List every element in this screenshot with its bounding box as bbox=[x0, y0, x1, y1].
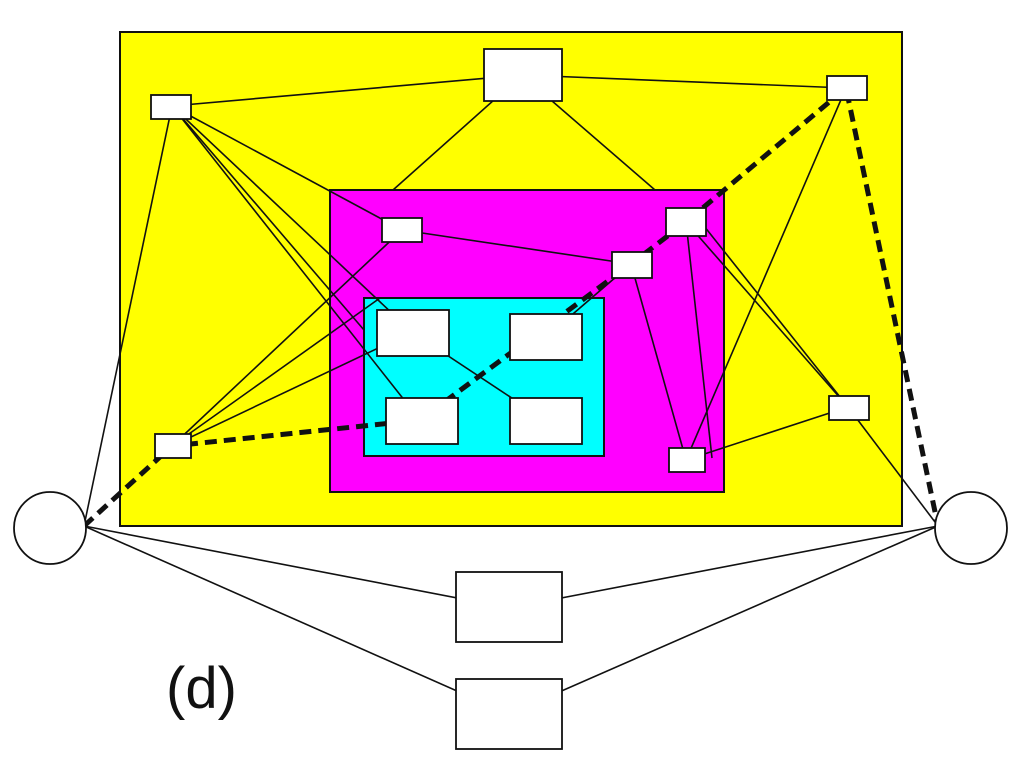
nodes bbox=[13, 48, 1008, 750]
edge-top-center-top-right bbox=[521, 74, 847, 89]
edge-magenta-d-right-mid bbox=[685, 406, 849, 461]
edge-magenta-c-right-mid-2 bbox=[703, 225, 849, 408]
node-right-circle bbox=[934, 491, 1008, 565]
figure-label: (d) bbox=[166, 656, 237, 721]
edge-magenta-b-magenta-d bbox=[630, 263, 687, 461]
edge-top-left-top-center bbox=[171, 74, 523, 107]
node-right-mid bbox=[828, 395, 870, 421]
edge-magenta-c-magenta-d bbox=[685, 221, 713, 459]
edge-left-mid-magenta-a bbox=[171, 229, 403, 447]
edge-left-mid-cyan-tl-2 bbox=[171, 297, 381, 447]
node-magenta-b bbox=[611, 251, 653, 279]
node-magenta-a bbox=[381, 217, 423, 243]
node-bottom-1 bbox=[455, 571, 563, 643]
edge-top-left-left-circle bbox=[83, 105, 173, 527]
node-top-center bbox=[483, 48, 563, 102]
node-left-circle bbox=[13, 491, 87, 565]
edge-right-mid-right-circle bbox=[847, 406, 939, 527]
node-cyan-tl bbox=[376, 309, 450, 357]
node-cyan-tr bbox=[509, 313, 583, 361]
edge-top-left-cyan-bl bbox=[171, 105, 421, 421]
edge-magenta-d-top-right bbox=[685, 87, 847, 461]
node-top-left bbox=[150, 94, 192, 120]
node-left-mid bbox=[154, 433, 192, 459]
edge-right-circle-bottom-1 bbox=[508, 525, 939, 609]
edge-left-mid-cyan-tl bbox=[171, 331, 413, 447]
node-magenta-d bbox=[668, 447, 706, 473]
edge-magenta-a-magenta-b bbox=[401, 229, 632, 265]
node-cyan-br bbox=[509, 397, 583, 445]
edge-top-left-magenta-a bbox=[171, 105, 403, 231]
node-magenta-c bbox=[665, 207, 707, 237]
edge-top-left-right-mid bbox=[171, 105, 365, 331]
node-cyan-bl bbox=[385, 397, 459, 445]
node-bottom-2 bbox=[455, 678, 563, 750]
edge-right-circle-bottom-2 bbox=[508, 525, 939, 715]
edge-left-circle-bottom-1 bbox=[83, 525, 510, 609]
solid-edges bbox=[83, 74, 939, 715]
edge-top-left-cyan-tl bbox=[171, 105, 413, 333]
edge-left-circle-bottom-2 bbox=[83, 525, 510, 715]
edge-magenta-c-right-mid bbox=[685, 221, 849, 408]
node-top-right bbox=[826, 75, 868, 101]
